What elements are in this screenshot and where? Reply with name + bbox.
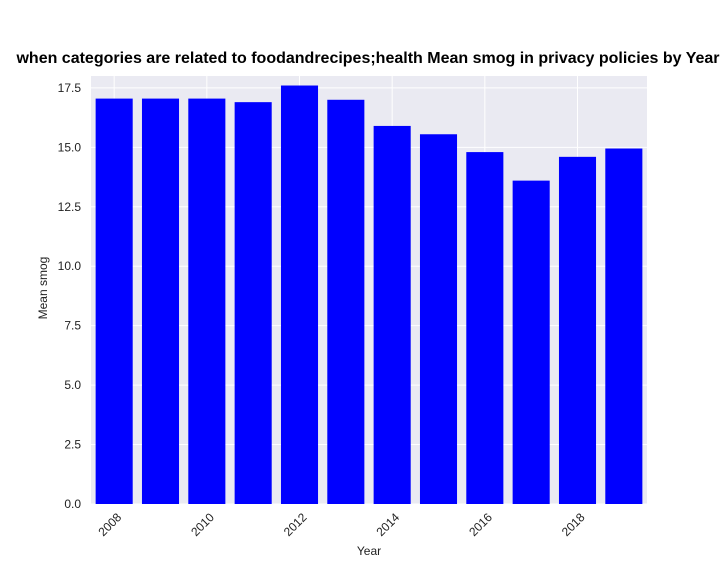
y-tick-label: 12.5 bbox=[58, 200, 82, 214]
bar-2015 bbox=[419, 134, 458, 504]
y-tick-label: 15.0 bbox=[58, 140, 82, 154]
bar-2013 bbox=[327, 99, 365, 505]
y-tick-label: 10.0 bbox=[58, 259, 82, 273]
y-tick-label: 2.5 bbox=[64, 438, 81, 452]
y-tick-label: 17.5 bbox=[58, 81, 82, 95]
bar-2009 bbox=[141, 98, 180, 504]
bar-2016 bbox=[466, 152, 504, 505]
bar-2018 bbox=[558, 156, 597, 504]
bar-2019 bbox=[605, 148, 643, 504]
x-axis-label: Year bbox=[357, 544, 381, 558]
bar-2008 bbox=[95, 98, 133, 504]
y-tick-label: 7.5 bbox=[64, 319, 81, 333]
bar-2012 bbox=[280, 85, 319, 504]
y-axis-ticks: 0.0 2.5 5.0 7.5 10.0 12.5 15.0 17.5 bbox=[58, 81, 82, 511]
x-tick-label: 2014 bbox=[374, 510, 403, 539]
bar-2014 bbox=[373, 125, 411, 504]
x-tick-label: 2008 bbox=[96, 510, 125, 539]
x-tick-label: 2012 bbox=[281, 510, 310, 539]
bar-2017 bbox=[512, 180, 550, 504]
bar-2011 bbox=[234, 102, 272, 505]
x-tick-label: 2016 bbox=[466, 510, 495, 539]
bars bbox=[95, 85, 643, 505]
y-axis-label: Mean smog bbox=[36, 257, 50, 320]
y-tick-label: 5.0 bbox=[64, 378, 81, 392]
x-tick-label: 2010 bbox=[188, 510, 217, 539]
chart-title: when categories are related to foodandre… bbox=[15, 50, 719, 67]
x-axis-ticks: 2008 2010 2012 2014 2016 2018 bbox=[96, 510, 588, 539]
bar-2010 bbox=[188, 98, 226, 504]
x-tick-label: 2018 bbox=[559, 510, 588, 539]
y-tick-label: 0.0 bbox=[64, 497, 81, 511]
